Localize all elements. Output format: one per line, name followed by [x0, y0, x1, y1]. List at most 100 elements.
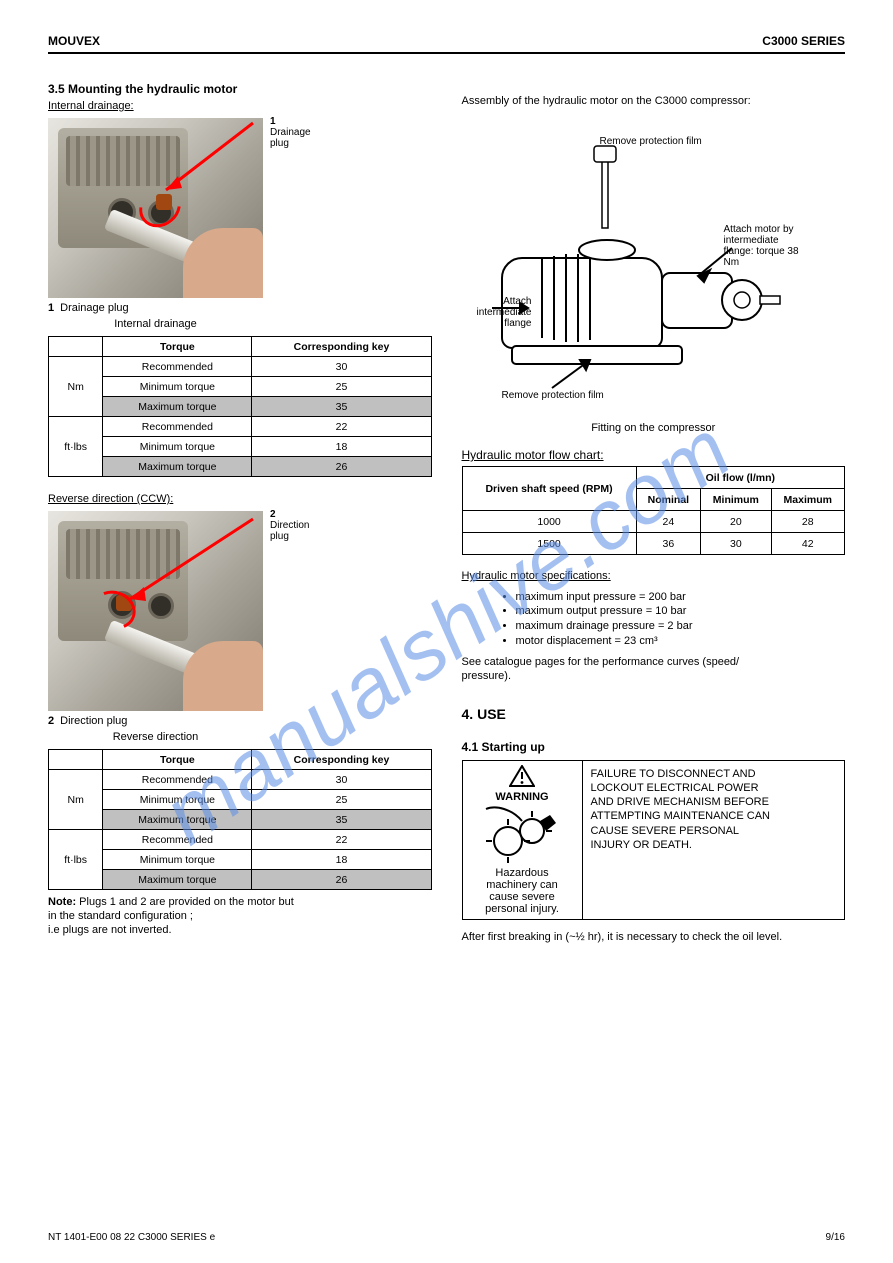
section-3-5-title: 3.5 Mounting the hydraulic motor [48, 82, 432, 96]
torque-table-b: Torque Corresponding key Nm Recommended … [48, 749, 432, 890]
bullet: maximum drainage pressure = 2 bar [516, 619, 846, 634]
fig-b-caption: Reverse direction [48, 731, 263, 743]
cell: Minimum torque [103, 377, 252, 397]
left-note: Note: Plugs 1 and 2 are provided on the … [48, 896, 432, 937]
header-doc: C3000 SERIES [762, 34, 845, 48]
header-company: MOUVEX [48, 34, 100, 48]
cap-a-text: Drainage plug [60, 302, 129, 314]
cell: Minimum torque [103, 790, 252, 810]
compressor-diagram: Remove protection film Attach motor by i… [472, 138, 812, 418]
bullet: maximum input pressure = 200 bar [516, 590, 846, 605]
compressor-svg [472, 138, 812, 418]
cell: 20 [701, 511, 771, 533]
photo-b-caprow: 2 Direction plug [48, 715, 432, 727]
cell: 28 [771, 511, 844, 533]
th-blank [49, 337, 103, 357]
unit-ftlb-b: ft·lbs [49, 830, 103, 890]
lbl-c: Remove protection film [502, 390, 604, 401]
note-label: Note: [48, 896, 76, 908]
cell: 1000 [462, 511, 636, 533]
cap-b-num: 2 [48, 715, 54, 727]
cell: 26 [252, 870, 431, 890]
right-fig-caption: Fitting on the compressor [462, 422, 846, 434]
callout-2-num: 2 [270, 509, 276, 520]
warning-left: WARNING Hazardous machinery can cause se… [463, 761, 583, 919]
cell: Maximum torque [103, 457, 252, 477]
spec-bullets: maximum input pressure = 200 bar maximum… [462, 590, 846, 649]
cap-b-text: Direction plug [60, 715, 127, 727]
callout-2-text: Direction plug [270, 520, 309, 542]
arrow-red-2 [48, 511, 263, 711]
cell: 22 [252, 830, 431, 850]
right-column: Assembly of the hydraulic motor on the C… [462, 64, 846, 944]
cell: Recommended [103, 357, 252, 377]
th-key: Corresponding key [252, 337, 431, 357]
cell: 42 [771, 533, 844, 555]
sec4-title: USE [477, 706, 506, 722]
footer-page: 9/16 [826, 1232, 845, 1243]
cell: 24 [636, 511, 700, 533]
lbl-b: Attach intermediate flange [472, 296, 532, 329]
warning-triangle-icon [509, 765, 535, 787]
cell: 30 [252, 770, 431, 790]
sec41: 4.1 Starting up [462, 740, 846, 754]
cell: 36 [636, 533, 700, 555]
left-column: 3.5 Mounting the hydraulic motor Interna… [48, 64, 432, 944]
unit-ftlb-a: ft·lbs [49, 417, 103, 477]
warning-left-text: Hazardous machinery can cause severe per… [467, 867, 578, 915]
lbl-top: Remove protection film [600, 136, 702, 147]
cell: 25 [252, 377, 431, 397]
spec-h1: Nominal [636, 489, 700, 511]
cell: Recommended [103, 830, 252, 850]
spec-h-oil: Oil flow (l/mn) [636, 467, 844, 489]
cell: Minimum torque [103, 437, 252, 457]
warning-right-text: FAILURE TO DISCONNECT AND LOCKOUT ELECTR… [591, 767, 837, 853]
photo-reverse-dir [48, 511, 263, 711]
cell: 26 [252, 457, 431, 477]
cell: Maximum torque [103, 810, 252, 830]
spec-heading: Hydraulic motor flow chart: [462, 448, 846, 462]
cell: 35 [252, 810, 431, 830]
cell: Maximum torque [103, 870, 252, 890]
footer-code: NT 1401-E00 08 22 C3000 SERIES e [48, 1232, 215, 1243]
callout-2: 2 Direction plug [270, 509, 309, 542]
right-intro: Assembly of the hydraulic motor on the C… [462, 94, 846, 108]
cell: 1500 [462, 533, 636, 555]
note-text: Plugs 1 and 2 are provided on the motor … [48, 896, 294, 936]
warning-title: WARNING [467, 791, 578, 803]
sec4-num: 4. [462, 706, 474, 722]
cell: 18 [252, 437, 431, 457]
callout-1-text: Drainage plug [270, 127, 311, 149]
cell: 22 [252, 417, 431, 437]
section-num: 3.5 [48, 82, 65, 96]
th-torque: Torque [103, 337, 252, 357]
unit-nm-b: Nm [49, 770, 103, 830]
photo-a-caption: 1 Drainage plug [48, 302, 432, 314]
para-catalogue: See catalogue pages for the performance … [462, 655, 846, 684]
cell: 30 [701, 533, 771, 555]
bullet: maximum output pressure = 10 bar [516, 604, 846, 619]
warning-right: FAILURE TO DISCONNECT AND LOCKOUT ELECTR… [583, 761, 845, 919]
th-key-b: Corresponding key [252, 750, 431, 770]
unit-nm-a: Nm [49, 357, 103, 417]
cell: Recommended [103, 417, 252, 437]
hazard-gears-icon [482, 803, 562, 863]
after-para: After first breaking in (~½ hr), it is n… [462, 930, 846, 944]
lbl-a: Attach motor by intermediate flange: tor… [724, 224, 814, 268]
specs-heading: Hydraulic motor specifications: [462, 569, 846, 583]
callout-1-num: 1 [270, 116, 276, 127]
spec-h3: Maximum [771, 489, 844, 511]
spec-table: Driven shaft speed (RPM) Oil flow (l/mn)… [462, 466, 846, 555]
torque-table-a: Torque Corresponding key Nm Recommended … [48, 336, 432, 477]
bullet: motor displacement = 23 cm³ [516, 634, 846, 649]
cell: Recommended [103, 770, 252, 790]
cell: 25 [252, 790, 431, 810]
fig-a-caption: Internal drainage [48, 318, 263, 330]
section-title-text: Mounting the hydraulic motor [68, 82, 237, 96]
sec41-title: Starting up [482, 740, 545, 754]
cell: Maximum torque [103, 397, 252, 417]
callout-1: 1 Drainage plug [270, 116, 311, 149]
cell: 35 [252, 397, 431, 417]
page-footer: NT 1401-E00 08 22 C3000 SERIES e 9/16 [48, 1232, 845, 1243]
sec41-num: 4.1 [462, 740, 479, 754]
